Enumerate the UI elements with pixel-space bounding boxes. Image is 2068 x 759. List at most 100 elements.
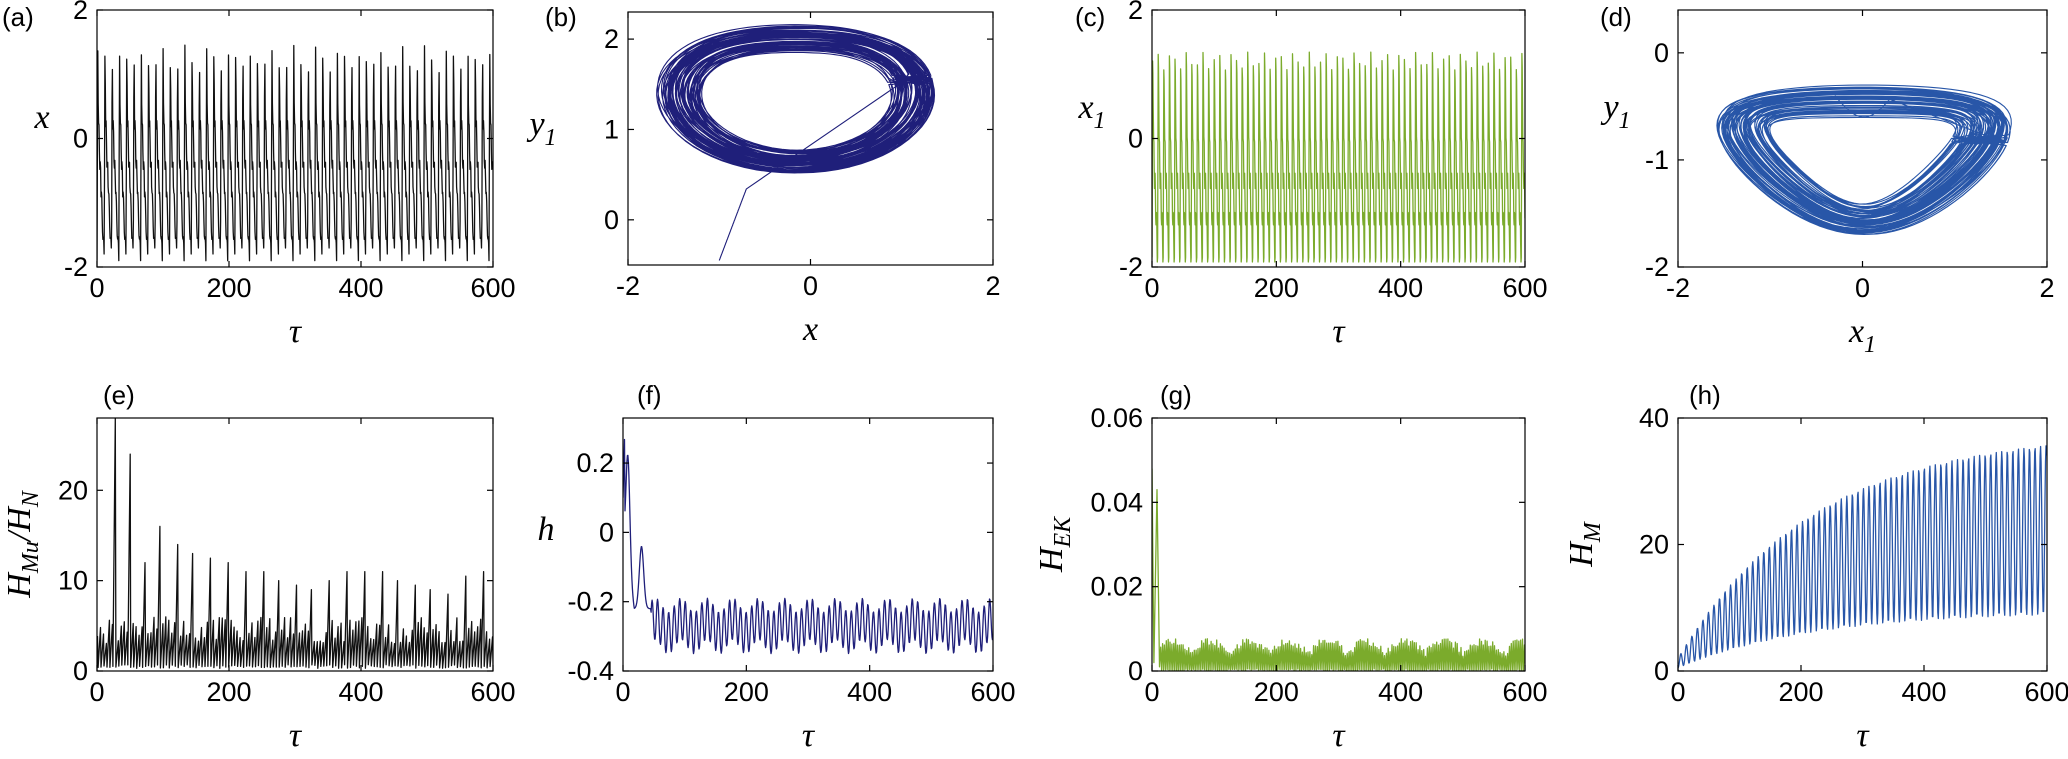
axes-frame-e bbox=[96, 417, 494, 672]
ylabel-f: h bbox=[538, 511, 555, 548]
ylabel-a: x bbox=[33, 99, 49, 136]
ytick-label-c: 2 bbox=[1128, 0, 1143, 25]
panel-label-d: (d) bbox=[1600, 2, 1632, 32]
ytick-label-d: 0 bbox=[1654, 38, 1669, 68]
xtick-label-b: -2 bbox=[616, 271, 640, 301]
xlabel-c: τ bbox=[1332, 313, 1346, 350]
ylabel-h: HM bbox=[1563, 520, 1606, 568]
panel-b: -2 0 2 0 1 2 (b) x y1 bbox=[526, 2, 1000, 348]
xlabel-a: τ bbox=[289, 313, 303, 350]
xtick-label-g: 200 bbox=[1254, 677, 1299, 707]
panel-label-b: (b) bbox=[545, 2, 577, 32]
series-c bbox=[1152, 51, 1525, 263]
ytick-label-e: 0 bbox=[73, 656, 88, 686]
ytick-label-b: 1 bbox=[604, 114, 619, 144]
xtick-label-e: 0 bbox=[89, 677, 104, 707]
xlabel-e: τ bbox=[289, 717, 303, 754]
ytick-label-h: 40 bbox=[1639, 403, 1669, 433]
ylabel-d: y1 bbox=[1600, 89, 1630, 134]
ylabel-c: x1 bbox=[1077, 89, 1105, 134]
xtick-label-g: 400 bbox=[1378, 677, 1423, 707]
panel-c: 0 200 400 600-202(c)τx1 bbox=[1075, 0, 1548, 350]
xlabel-f: τ bbox=[802, 717, 816, 754]
series-d bbox=[1716, 84, 2012, 235]
xtick-label-h: 400 bbox=[1901, 677, 1946, 707]
ytick-label-a: 2 bbox=[73, 0, 88, 25]
xtick-label-e: 200 bbox=[206, 677, 251, 707]
ytick-label-g: 0.06 bbox=[1090, 403, 1143, 433]
ytick-label-h: 20 bbox=[1639, 530, 1669, 560]
ytick-label-f: 0 bbox=[599, 517, 614, 547]
panel-g: 0 200 400 600 0 0.02 0.04 0.06 (g) τ HEK bbox=[1033, 380, 1548, 754]
panel-label-h: (h) bbox=[1689, 380, 1721, 410]
panel-e: 0 200 400 600 0 10 20 (e) τ HMu/HN bbox=[1, 380, 516, 754]
axes-frame-g bbox=[1151, 417, 1526, 672]
xlabel-g: τ bbox=[1332, 717, 1346, 754]
xtick-label-h: 600 bbox=[2024, 677, 2068, 707]
ylabel-b: y1 bbox=[526, 106, 556, 151]
panel-a: 0 200 400 600-202(a)τx bbox=[2, 0, 516, 350]
ylabel-g: HEK bbox=[1033, 515, 1076, 573]
panel-label-e: (e) bbox=[103, 380, 135, 410]
xtick-label-e: 400 bbox=[338, 677, 383, 707]
xtick-label-g: 600 bbox=[1502, 677, 1547, 707]
ytick-label-g: 0 bbox=[1128, 656, 1143, 686]
ytick-label-a: -2 bbox=[64, 252, 88, 282]
xtick-label-c: 0 bbox=[1144, 273, 1159, 303]
panel-f: 0 200 400 600 -0.4 -0.2 0 0.2 (f) τ h bbox=[538, 380, 1016, 754]
ytick-label-g: 0.02 bbox=[1090, 572, 1143, 602]
xtick-label-a: 200 bbox=[206, 273, 251, 303]
series-b bbox=[656, 24, 936, 261]
xtick-label-b: 0 bbox=[803, 271, 818, 301]
panel-label-g: (g) bbox=[1160, 380, 1192, 410]
xtick-label-e: 600 bbox=[470, 677, 515, 707]
axes-frame-f bbox=[622, 417, 994, 672]
xtick-label-d: 2 bbox=[2039, 273, 2054, 303]
ytick-label-d: -2 bbox=[1645, 252, 1669, 282]
ytick-label-b: 0 bbox=[604, 205, 619, 235]
xlabel-b: x bbox=[802, 311, 818, 348]
ytick-label-e: 20 bbox=[58, 475, 88, 505]
xtick-label-d: -2 bbox=[1666, 273, 1690, 303]
ytick-label-b: 2 bbox=[604, 24, 619, 54]
xtick-label-g: 0 bbox=[1144, 677, 1159, 707]
xtick-label-f: 400 bbox=[847, 677, 892, 707]
xlabel-h: τ bbox=[1856, 717, 1870, 754]
ytick-label-d: -1 bbox=[1645, 145, 1669, 175]
series-h bbox=[1678, 445, 2047, 669]
ytick-label-f: 0.2 bbox=[576, 448, 614, 478]
ytick-label-c: -2 bbox=[1119, 252, 1143, 282]
ytick-label-h: 0 bbox=[1654, 656, 1669, 686]
xtick-label-c: 200 bbox=[1254, 273, 1299, 303]
series-a bbox=[97, 44, 493, 262]
ytick-label-f: -0.4 bbox=[567, 656, 614, 686]
xtick-label-f: 200 bbox=[724, 677, 769, 707]
panel-label-a: (a) bbox=[2, 2, 34, 32]
ytick-label-f: -0.2 bbox=[567, 587, 614, 617]
xtick-label-b: 2 bbox=[985, 271, 1000, 301]
panel-label-f: (f) bbox=[637, 380, 662, 410]
xtick-label-h: 200 bbox=[1778, 677, 1823, 707]
xtick-label-h: 0 bbox=[1670, 677, 1685, 707]
xtick-label-a: 600 bbox=[470, 273, 515, 303]
series-g bbox=[1152, 468, 1525, 671]
panel-h: 0 200 400 600 0 20 40 (h) τ HM bbox=[1563, 380, 2068, 754]
ytick-label-e: 10 bbox=[58, 566, 88, 596]
xtick-label-a: 400 bbox=[338, 273, 383, 303]
panel-d: -2 0 2 -2 -1 0 (d) x1 y1 bbox=[1600, 2, 2055, 358]
xtick-label-d: 0 bbox=[1855, 273, 1870, 303]
series-f bbox=[623, 438, 993, 655]
ytick-label-a: 0 bbox=[73, 124, 88, 154]
series-e bbox=[97, 418, 493, 669]
ylabel-e: HMu/HN bbox=[1, 489, 44, 599]
panel-label-c: (c) bbox=[1075, 2, 1105, 32]
xtick-label-c: 600 bbox=[1502, 273, 1547, 303]
ytick-label-g: 0.04 bbox=[1090, 487, 1143, 517]
xtick-label-f: 0 bbox=[615, 677, 630, 707]
xlabel-d: x1 bbox=[1848, 313, 1876, 358]
xtick-label-c: 400 bbox=[1378, 273, 1423, 303]
xtick-label-f: 600 bbox=[970, 677, 1015, 707]
ytick-label-c: 0 bbox=[1128, 124, 1143, 154]
xtick-label-a: 0 bbox=[89, 273, 104, 303]
